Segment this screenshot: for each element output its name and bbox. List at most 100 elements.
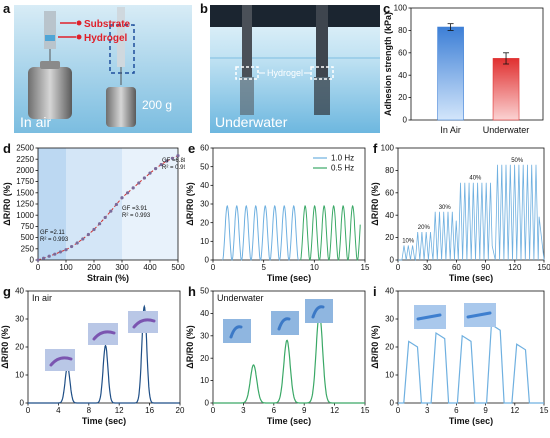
chart-i-finger: 0 10 20 30 40 0 3 6 9 12 15 Time (sec) ΔR/R0 (%) <box>370 287 549 426</box>
d-region-shade <box>38 148 66 260</box>
d-gf-label: GF =3.91 <box>122 206 148 212</box>
f-ytick-label: 80 <box>385 166 394 175</box>
d-r2-label: R² = 0.994 <box>162 165 185 171</box>
h-title: Underwater <box>217 293 264 303</box>
e-xtick-label: 0 <box>211 263 216 272</box>
d-gf-label: GF =2.11 <box>40 230 65 236</box>
h-plot-frame <box>212 290 366 404</box>
f-group-label: 50% <box>511 158 524 164</box>
d-r2-label: R² = 0.993 <box>122 213 151 219</box>
h-ytick-label: 40 <box>200 309 209 318</box>
panel-letter-f: f <box>373 141 378 156</box>
photo-in-air: Substrate Hydrogel 200 g In air <box>14 5 192 133</box>
d-data-point <box>103 215 107 220</box>
caption-underwater: Underwater <box>215 114 288 130</box>
g-xtick-label: 16 <box>145 406 154 415</box>
highlight-box-b1 <box>235 66 259 80</box>
h-ytick-label: 30 <box>200 331 209 340</box>
d-region-shade <box>122 148 178 260</box>
f-ytick-label: 0 <box>390 256 395 265</box>
highlight-box-b2 <box>310 66 334 80</box>
d-xtick-label: 200 <box>87 263 101 272</box>
g-ytick-label: 20 <box>15 343 24 352</box>
d-data-point <box>64 248 68 252</box>
i-ytick-label: 10 <box>385 371 394 380</box>
c-ytick-label: 60 <box>398 48 407 57</box>
h-xtick-label: 15 <box>361 406 370 415</box>
g-hand-icon <box>92 330 116 341</box>
i-hand-icon <box>416 313 442 321</box>
d-r2-label: R² = 0.993 <box>40 237 69 243</box>
d-data-point <box>131 186 135 190</box>
highlight-box-a <box>109 24 135 74</box>
i-xtick-label: 12 <box>510 406 519 415</box>
chart-h-underwater: 0 10 20 30 40 50 0 3 6 9 12 15 Time (sec) ΔR/R0 (%) Un… <box>185 287 370 426</box>
g-plot-frame <box>27 290 181 404</box>
g-title: In air <box>32 293 52 303</box>
g-xtick-label: 8 <box>87 406 92 415</box>
panel-letter-d: d <box>3 141 11 156</box>
f-ylabel: ΔR/R0 (%) <box>370 182 380 225</box>
g-xtick-label: 12 <box>115 406 124 415</box>
panel-letter-a: a <box>3 1 11 16</box>
g-xtick-label: 20 <box>176 406 185 415</box>
h-xtick-label: 6 <box>272 406 277 415</box>
f-xtick-label: 0 <box>396 263 401 272</box>
i-ytick-label: 30 <box>385 315 394 324</box>
c-category-label: In Air <box>440 125 461 135</box>
photo-underwater: Hydrogel Underwater <box>210 5 380 133</box>
f-group-label: 20% <box>418 225 431 231</box>
d-xtick-label: 100 <box>59 263 73 272</box>
caption-in-air: In air <box>20 114 51 130</box>
h-ytick-label: 20 <box>200 354 209 363</box>
h-xtick-label: 3 <box>241 406 246 415</box>
g-ytick-label: 30 <box>15 315 24 324</box>
label-substrate: Substrate <box>84 19 131 30</box>
i-xtick-label: 0 <box>396 406 401 415</box>
e-ytick-label: 0 <box>205 256 210 265</box>
chart-d-strain: 0 250 500 750 1000 1250 1500 1750 2000 2250 2500 0 1… <box>2 144 185 283</box>
c-ytick-label: 0 <box>403 116 408 125</box>
d-data-point <box>81 237 85 241</box>
f-xtick-label: 30 <box>423 263 432 272</box>
d-ytick-label: 250 <box>21 244 35 253</box>
d-data-point <box>114 202 118 207</box>
d-gf-label: GF =6.88 <box>162 158 185 164</box>
e-ytick-label: 30 <box>200 200 209 209</box>
h-ylabel: ΔR/R0 (%) <box>185 325 195 368</box>
h-ytick-label: 10 <box>200 376 209 385</box>
d-ylabel: ΔR/R0 (%) <box>2 182 12 225</box>
d-data-point <box>92 227 96 232</box>
f-xlabel: Time (sec) <box>449 273 493 283</box>
h-hand-icon <box>229 325 243 339</box>
label-hydrogel-b: Hydrogel <box>267 68 303 78</box>
d-ytick-label: 2500 <box>16 144 34 153</box>
h-xlabel: Time (sec) <box>267 416 311 426</box>
h-series-line <box>213 312 365 404</box>
c-category-label: Underwater <box>483 125 530 135</box>
c-ytick-label: 20 <box>398 93 407 102</box>
f-xtick-label: 150 <box>537 263 550 272</box>
d-data-point <box>86 232 90 237</box>
g-ytick-label: 10 <box>15 371 24 380</box>
rod-left <box>242 5 252 77</box>
panel-letter-c: c <box>383 1 391 16</box>
g-ytick-label: 0 <box>20 399 25 408</box>
h-hand-photo <box>305 299 333 323</box>
chart-e-frequency: 0 10 20 30 40 50 60 0 5 10 15 Time (sec) ΔR/R0 (%) 1.… <box>185 144 370 283</box>
h-xtick-label: 9 <box>302 406 307 415</box>
d-ytick-label: 1250 <box>16 200 34 209</box>
e-ylabel: ΔR/R0 (%) <box>185 182 195 225</box>
f-xtick-label: 90 <box>481 263 490 272</box>
d-xtick-label: 500 <box>171 263 185 272</box>
d-data-point <box>170 156 174 160</box>
c-ytick-label: 40 <box>398 71 407 80</box>
f-series-line <box>398 164 545 262</box>
e-xtick-label: 5 <box>261 263 266 272</box>
d-ytick-label: 1750 <box>16 177 34 186</box>
f-group-label: 30% <box>439 205 452 211</box>
i-ytick-label: 0 <box>390 399 395 408</box>
weight-left <box>28 67 72 119</box>
d-ytick-label: 0 <box>30 256 35 265</box>
d-ytick-label: 750 <box>21 222 35 231</box>
